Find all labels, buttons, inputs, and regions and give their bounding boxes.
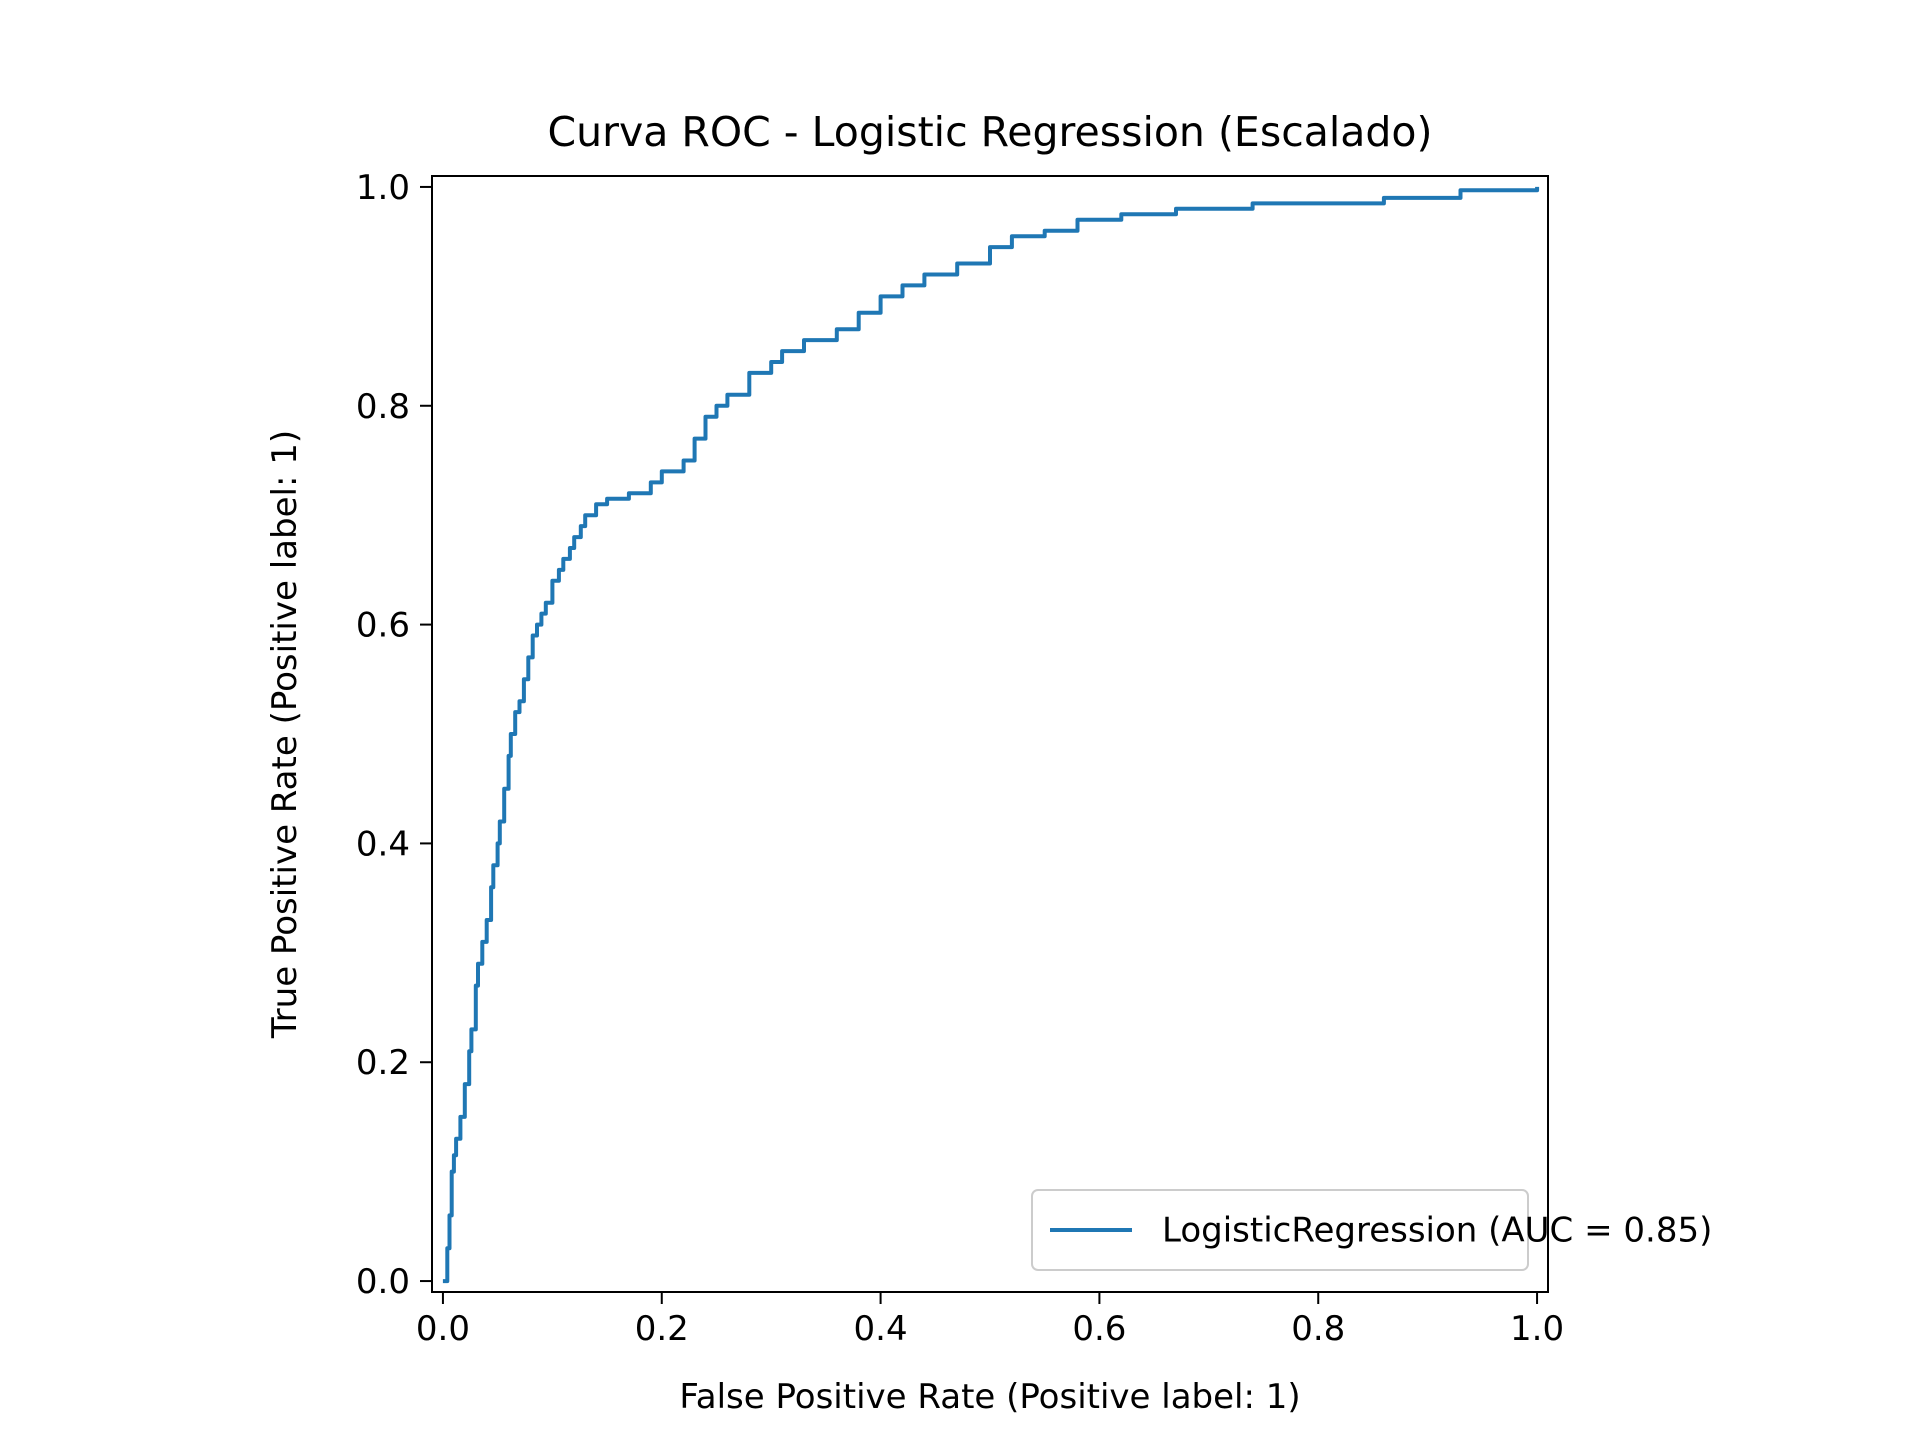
x-tick-label: 0.8: [1291, 1309, 1345, 1349]
y-axis-label: True Positive Rate (Positive label: 1): [265, 430, 305, 1039]
y-tick-label: 0.4: [356, 824, 410, 864]
x-tick-label: 0.0: [416, 1309, 470, 1349]
legend-entry-label: LogisticRegression (AUC = 0.85): [1162, 1211, 1712, 1251]
y-tick-label: 1.0: [356, 168, 410, 208]
y-tick-label: 0.8: [356, 387, 410, 427]
roc-curve-line: [442, 186, 1540, 1284]
x-tick-label: 0.2: [635, 1309, 689, 1349]
y-tick-label: 0.2: [356, 1043, 410, 1083]
x-tick-label: 0.4: [854, 1309, 908, 1349]
y-tick-label: 0.6: [356, 606, 410, 646]
axes-frame: [431, 175, 1549, 1293]
legend: LogisticRegression (AUC = 0.85): [1031, 1189, 1712, 1271]
chart-title: Curva ROC - Logistic Regression (Escalad…: [547, 108, 1432, 156]
x-tick-label: 0.6: [1072, 1309, 1126, 1349]
y-axis-ticks: 0.0 0.2 0.4 0.6 0.8 1.0: [356, 168, 432, 1302]
x-tick-label: 1.0: [1510, 1309, 1564, 1349]
legend-box: [1031, 1189, 1529, 1271]
y-tick-label: 0.0: [356, 1262, 410, 1302]
series-layer: [442, 186, 1540, 1284]
x-axis-label: False Positive Rate (Positive label: 1): [679, 1377, 1300, 1417]
plot-area: [431, 175, 1549, 1293]
x-axis-ticks: 0.0 0.2 0.4 0.6 0.8 1.0: [416, 1292, 1564, 1349]
